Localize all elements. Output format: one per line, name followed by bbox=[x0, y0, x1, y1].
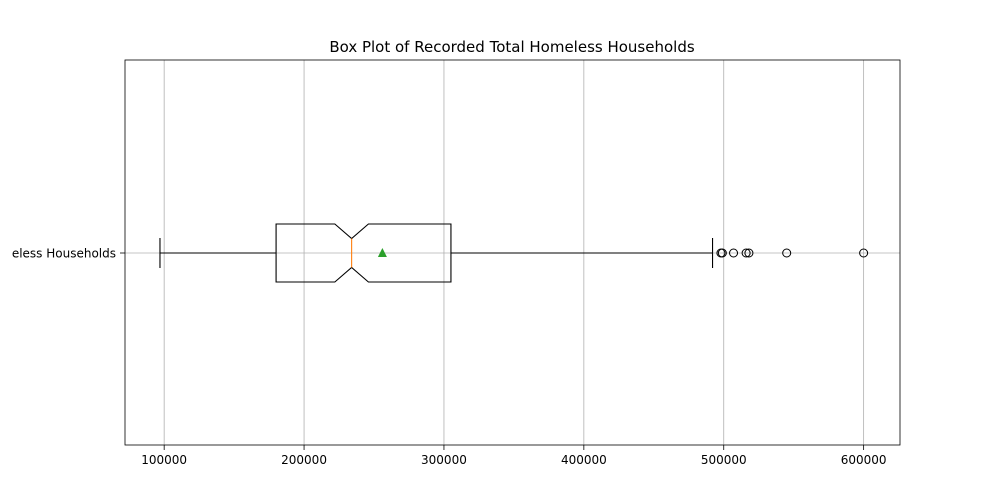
x-tick-label: 500000 bbox=[701, 453, 747, 467]
x-tick-label: 100000 bbox=[141, 453, 187, 467]
x-tick-label: 200000 bbox=[281, 453, 327, 467]
x-tick-label: 400000 bbox=[561, 453, 607, 467]
outlier-point bbox=[782, 248, 792, 258]
outlier-point bbox=[859, 248, 869, 258]
outlier-point bbox=[729, 248, 739, 258]
x-tick-label: 600000 bbox=[841, 453, 887, 467]
plot-marks bbox=[159, 223, 869, 283]
notched-box bbox=[275, 223, 452, 283]
x-axis: 100000 200000 300000 400000 500000 600000 bbox=[141, 445, 887, 467]
chart-title: Box Plot of Recorded Total Homeless Hous… bbox=[329, 38, 695, 56]
mean-marker bbox=[377, 248, 387, 257]
y-axis: eless Households bbox=[12, 247, 125, 261]
outlier-point bbox=[717, 248, 727, 258]
x-tick-label: 300000 bbox=[421, 453, 467, 467]
outlier-point bbox=[741, 248, 751, 258]
y-tick-label: eless Households bbox=[12, 247, 116, 261]
outlier-point bbox=[744, 248, 754, 258]
axes-frame bbox=[124, 59, 901, 446]
